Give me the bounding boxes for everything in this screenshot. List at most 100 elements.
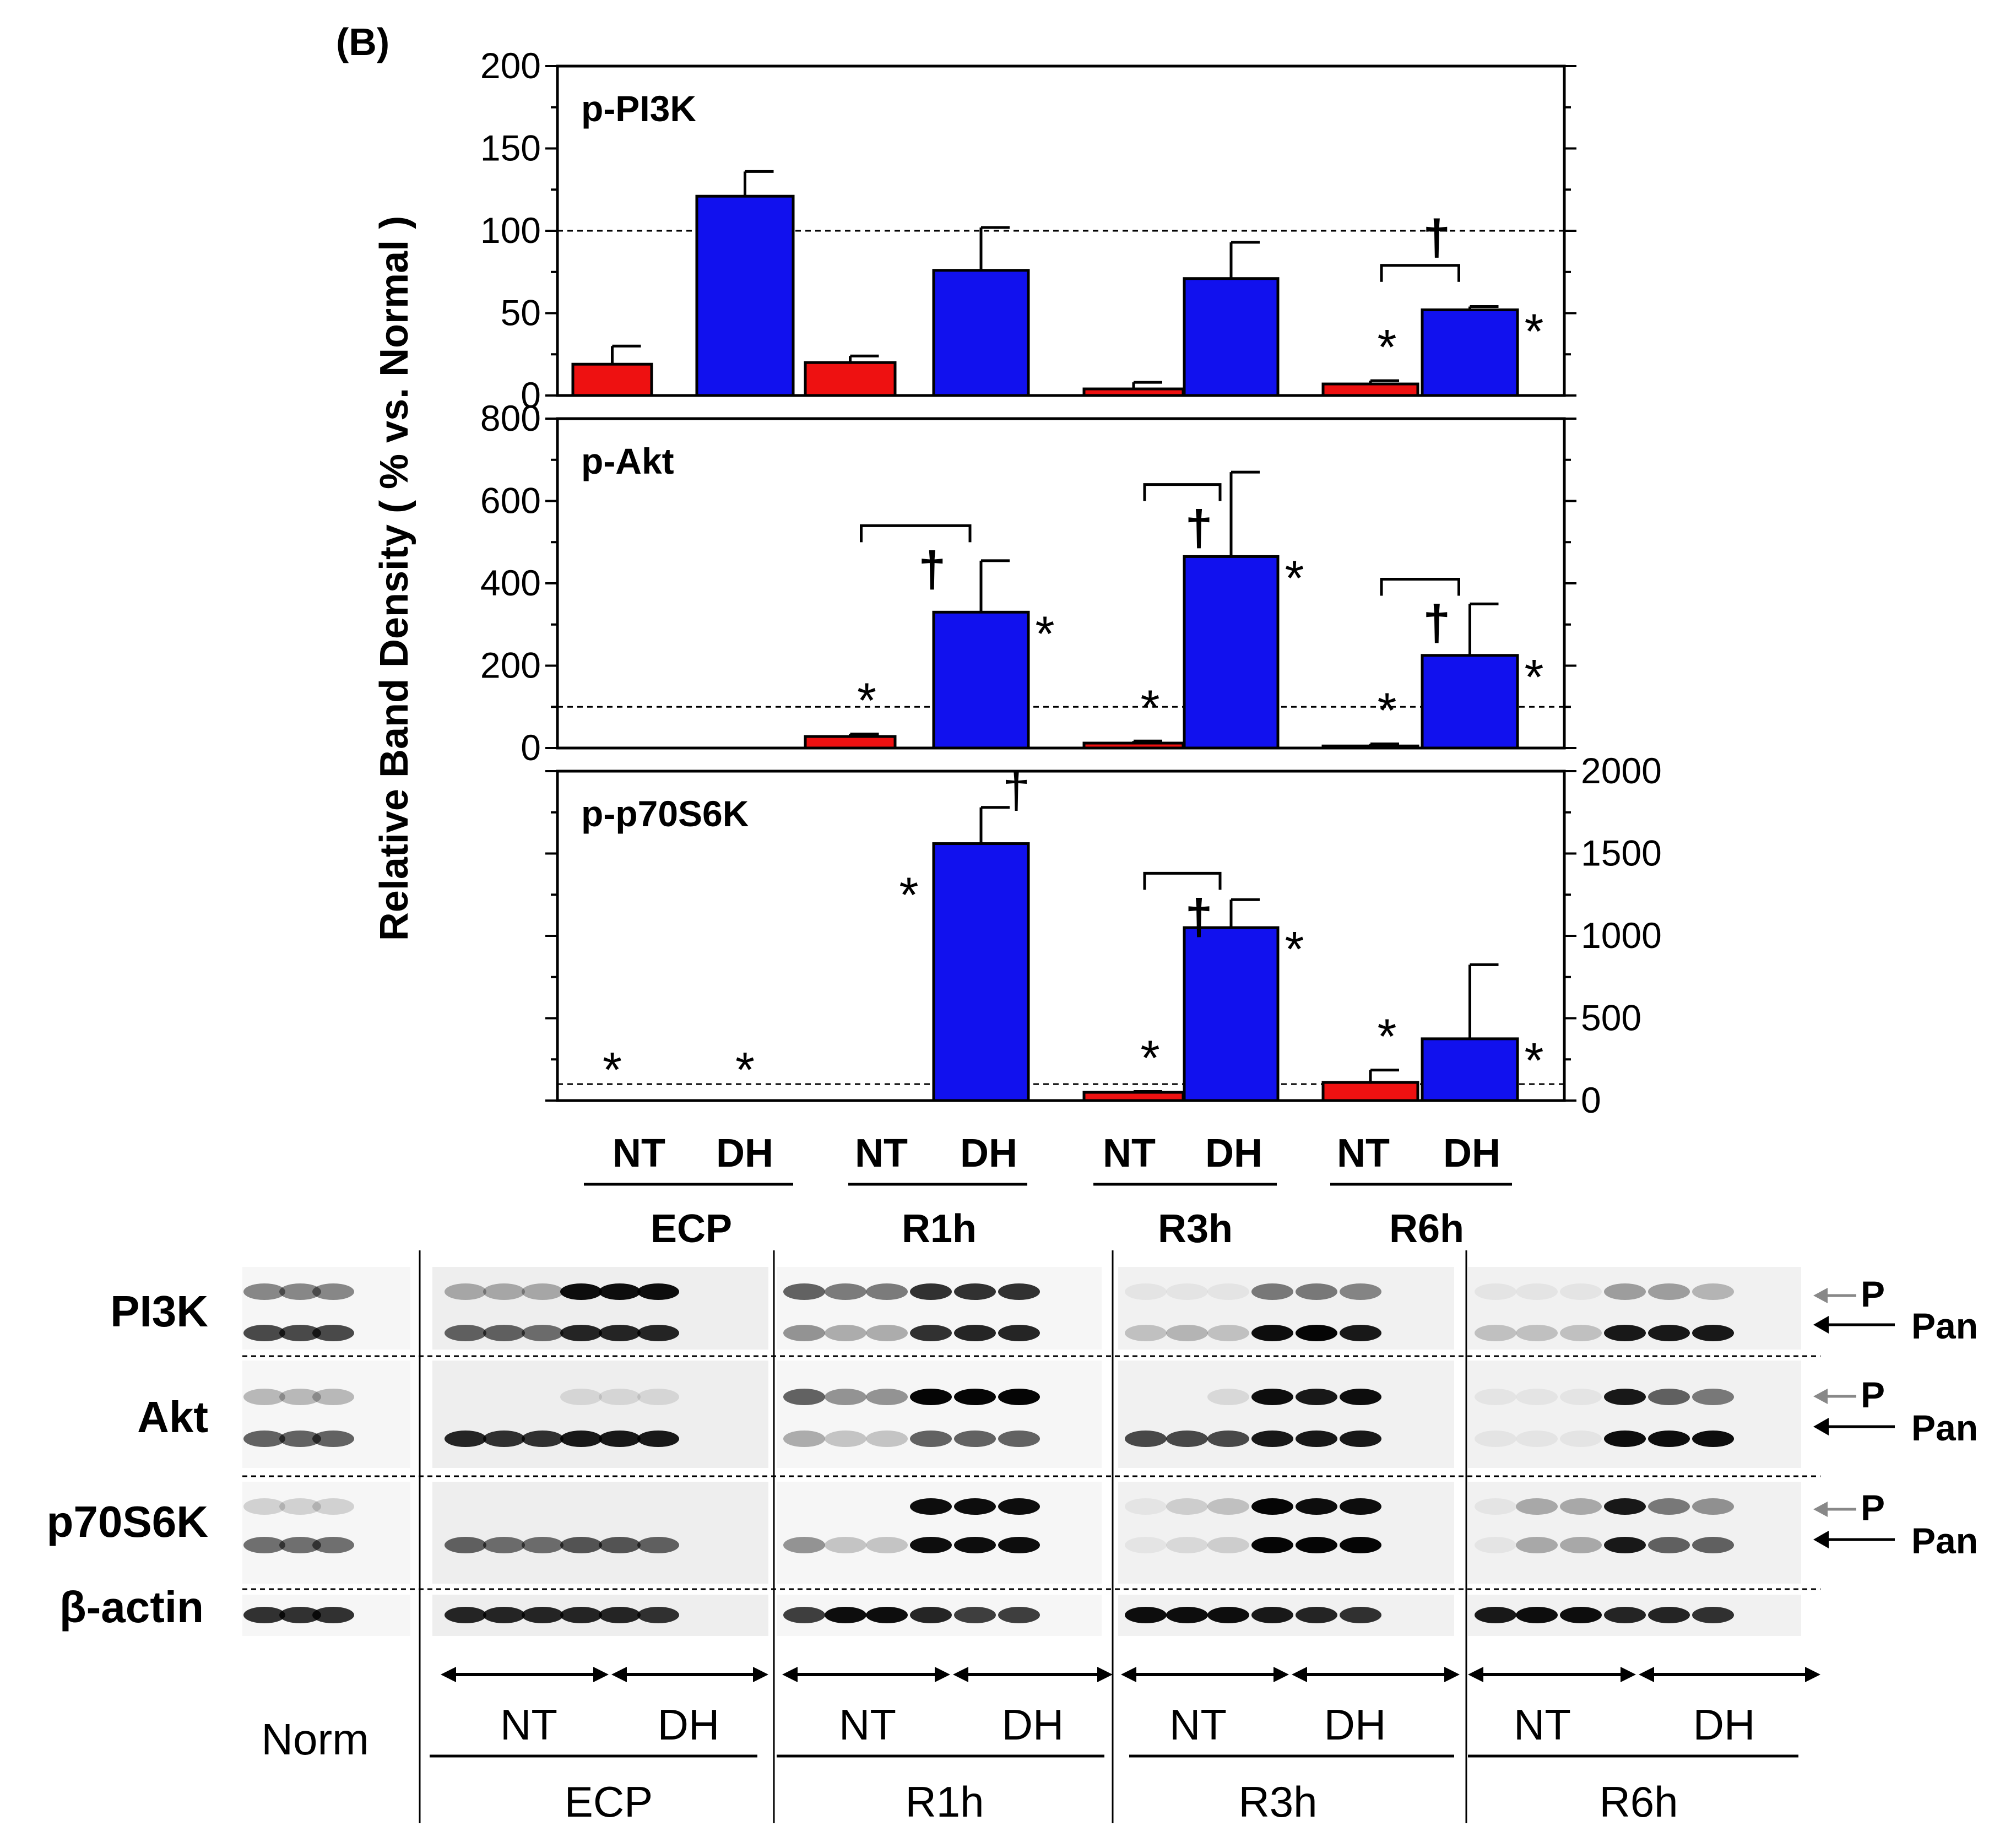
y-tick-label: 1000 <box>1581 915 1662 956</box>
blot-band <box>445 1607 486 1623</box>
blot-band <box>483 1537 525 1553</box>
blot-band <box>1692 1607 1734 1623</box>
blot-band <box>1296 1537 1337 1553</box>
blot-band <box>998 1498 1040 1515</box>
arrow-head-left-icon <box>953 1667 968 1682</box>
blot-band <box>1207 1389 1249 1405</box>
blot-group-label: ECP <box>565 1778 653 1826</box>
bar-nt-r3h <box>1082 741 1185 750</box>
blot-band <box>825 1389 866 1405</box>
blot-band <box>312 1498 354 1515</box>
blot-row-label: p70S6K <box>47 1497 209 1546</box>
blot-band <box>1251 1283 1293 1300</box>
blot-sub-label: DH <box>1002 1700 1064 1749</box>
blot-band <box>445 1283 486 1300</box>
asterisk-annotation: * <box>603 1043 622 1098</box>
blot-band <box>783 1325 825 1341</box>
blot-band <box>445 1537 486 1553</box>
blot-band <box>560 1283 602 1300</box>
dagger-annotation: † <box>918 542 946 597</box>
panel-title: p-Akt <box>581 441 674 481</box>
blot-band <box>1560 1537 1602 1553</box>
blot-band <box>1296 1283 1337 1300</box>
asterisk-annotation: * <box>1035 606 1054 662</box>
blot-strip-background <box>1118 1361 1454 1468</box>
blot-band <box>910 1389 952 1405</box>
p-marker-label: P <box>1861 1274 1885 1314</box>
blot-band <box>522 1537 563 1553</box>
y-tick-label: 400 <box>480 562 541 603</box>
blot-band <box>1251 1537 1293 1553</box>
blot-strip-background <box>242 1482 410 1584</box>
blot-band <box>783 1431 825 1447</box>
blot-band <box>1251 1431 1293 1447</box>
blot-band <box>312 1607 354 1623</box>
arrow-head-left-icon <box>1468 1667 1483 1682</box>
bar-nt-r1h <box>804 361 897 397</box>
chart-panel-p-pi3k: 200 150 100 50 0 p-PI3K * * † <box>480 45 1576 415</box>
chart-x-axis-labels: NT DH NT DH NT DH NT DH <box>584 1131 1512 1186</box>
blot-band <box>599 1283 641 1300</box>
blot-strip-background <box>1118 1482 1454 1584</box>
blot-band <box>954 1283 996 1300</box>
blot-band <box>1516 1283 1558 1300</box>
blot-band <box>910 1607 952 1623</box>
blot-sub-label: DH <box>658 1700 720 1749</box>
y-tick-label: 0 <box>1581 1080 1601 1120</box>
blot-band <box>1125 1325 1167 1341</box>
x-sub-label: NT <box>1103 1131 1156 1175</box>
blot-band <box>1251 1498 1293 1515</box>
bar-nt-r3h <box>1082 387 1185 397</box>
blot-band <box>1296 1389 1337 1405</box>
asterisk-annotation: * <box>1285 551 1304 606</box>
significance-bracket <box>1380 578 1460 596</box>
blot-band <box>998 1607 1040 1623</box>
arrow-head-right-icon <box>1097 1667 1113 1682</box>
blot-band <box>522 1607 563 1623</box>
blot-strip-background <box>432 1361 768 1468</box>
blot-band <box>1207 1431 1249 1447</box>
blot-band <box>243 1283 285 1300</box>
blot-band <box>1166 1498 1208 1515</box>
p-arrow-head-icon <box>1813 1389 1828 1404</box>
blot-band <box>1475 1537 1516 1553</box>
blot-strip-background <box>242 1361 410 1468</box>
blot-band <box>1125 1283 1167 1300</box>
blot-band <box>954 1389 996 1405</box>
blot-band <box>279 1431 321 1447</box>
arrow-head-left-icon <box>1639 1667 1654 1682</box>
blot-sub-label: DH <box>1324 1700 1386 1749</box>
blot-band <box>1560 1431 1602 1447</box>
asterisk-annotation: * <box>1285 922 1304 977</box>
blot-band <box>910 1498 952 1515</box>
blot-band <box>1475 1325 1516 1341</box>
blot-band <box>637 1431 679 1447</box>
blot-band <box>866 1325 908 1341</box>
blot-band <box>1692 1537 1734 1553</box>
blot-band <box>483 1325 525 1341</box>
blot-band <box>1340 1325 1381 1341</box>
bar-dh-r1h <box>932 610 1030 750</box>
chart-panel-p-akt: 800 600 400 200 0 p-Akt * * † * * † * * † <box>480 398 1576 768</box>
y-tick-label: 200 <box>480 645 541 686</box>
blot-band <box>312 1431 354 1447</box>
blot-band <box>445 1325 486 1341</box>
blot-band <box>243 1498 285 1515</box>
blot-band <box>1251 1389 1293 1405</box>
blot-band <box>1296 1431 1337 1447</box>
p-marker-label: P <box>1861 1374 1885 1415</box>
bar-dh-ecp <box>695 194 795 397</box>
y-tick-label: 0 <box>521 727 541 768</box>
bar-nt-r6h <box>1321 744 1419 750</box>
blot-band <box>560 1431 602 1447</box>
blot-band <box>312 1389 354 1405</box>
blot-band <box>1560 1607 1602 1623</box>
blot-sub-label: DH <box>1693 1700 1755 1749</box>
blot-band <box>599 1389 641 1405</box>
blot-band <box>866 1431 908 1447</box>
blot-band <box>1692 1498 1734 1515</box>
blot-band <box>312 1537 354 1553</box>
significance-bracket <box>1380 264 1460 282</box>
blot-band <box>1648 1537 1690 1553</box>
blot-band <box>1604 1537 1646 1553</box>
